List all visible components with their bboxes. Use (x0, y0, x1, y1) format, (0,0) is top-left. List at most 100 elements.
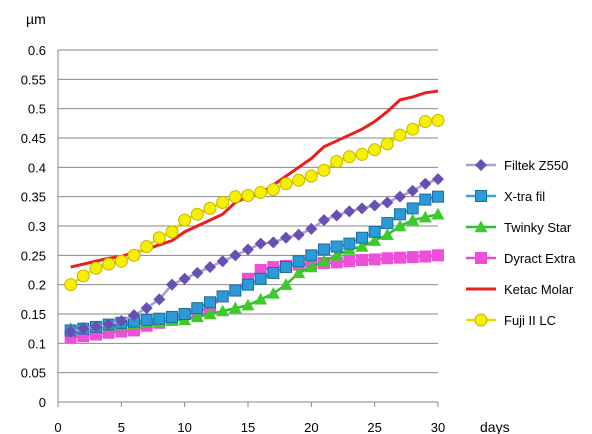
data-point (317, 163, 331, 177)
data-point (292, 266, 306, 279)
data-point (304, 260, 318, 273)
data-point (191, 302, 204, 315)
legend-label: Ketac Molar (504, 282, 574, 297)
data-point (419, 193, 432, 206)
data-point (394, 251, 406, 264)
data-point (380, 137, 394, 151)
data-point (419, 177, 432, 190)
x-tick-label: 15 (241, 420, 255, 434)
data-point (368, 225, 381, 238)
y-tick-label: 0.6 (28, 43, 46, 58)
data-point (228, 190, 242, 204)
data-point (115, 315, 128, 328)
legend: Filtek Z550 X-tra fil Twinky Star Dyract Ex… (466, 158, 576, 328)
y-tick-label: 0.5 (28, 102, 46, 117)
data-point (393, 219, 407, 232)
data-point (381, 217, 394, 230)
data-point (432, 249, 444, 262)
data-point (330, 240, 343, 253)
legend-swatch-marker (475, 190, 487, 202)
x-tick-label: 0 (54, 420, 61, 434)
y-tick-label: 0.35 (21, 190, 46, 205)
data-point (204, 296, 216, 309)
data-point (242, 243, 254, 256)
y-tick-labels: 0 0.05 0.1 0.15 0.2 0.25 0.3 0.35 0.4 0.45 0.5 0.55… (21, 43, 46, 410)
series-line (70, 89, 439, 269)
data-point (343, 255, 356, 268)
series-layer (64, 89, 445, 344)
data-point (153, 312, 166, 325)
data-point (342, 150, 356, 164)
data-point (191, 266, 204, 279)
data-point (279, 278, 293, 290)
data-point (419, 250, 432, 263)
data-point (280, 231, 292, 244)
data-point (318, 243, 330, 256)
series-ketac-molar (70, 89, 439, 269)
data-point (165, 225, 179, 239)
legend-label: Fuji II LC (504, 313, 556, 328)
legend-swatch-marker (475, 252, 487, 264)
data-point (228, 301, 242, 314)
data-point (330, 154, 344, 168)
data-point (356, 254, 368, 267)
data-point (393, 128, 407, 142)
data-point (216, 196, 230, 210)
data-point (304, 169, 318, 183)
data-point (356, 202, 368, 215)
x-axis-title: days (480, 419, 510, 434)
x-tick-label: 25 (367, 420, 381, 434)
data-point (356, 231, 368, 244)
data-point (406, 122, 420, 136)
data-point (102, 257, 116, 271)
x-tick-label: 20 (304, 420, 318, 434)
data-point (254, 237, 267, 250)
data-point (229, 249, 242, 262)
legend-item-dyract-extra: Dyract Extra (466, 251, 576, 266)
data-point (343, 237, 356, 250)
data-point (394, 190, 406, 203)
data-point (292, 228, 305, 241)
data-point (380, 228, 394, 240)
legend-label: Filtek Z550 (504, 158, 568, 173)
y-tick-label: 0.45 (21, 131, 46, 146)
data-point (178, 213, 192, 227)
data-point (280, 261, 292, 274)
data-point (267, 236, 280, 249)
data-point (432, 190, 444, 203)
data-point (216, 290, 229, 303)
data-point (368, 253, 381, 266)
data-point (305, 249, 318, 262)
data-point (267, 266, 280, 279)
data-point (254, 186, 268, 200)
data-point (127, 248, 141, 262)
data-point (203, 201, 217, 215)
data-point (153, 293, 166, 306)
data-point (204, 261, 216, 274)
data-point (292, 173, 306, 187)
data-point (381, 196, 394, 209)
data-point (432, 173, 444, 186)
data-point (330, 209, 343, 222)
data-point (241, 188, 255, 202)
y-tick-label: 0.2 (28, 278, 46, 293)
data-point (368, 199, 381, 212)
series-line (70, 213, 439, 330)
data-point (292, 255, 305, 268)
legend-label: Dyract Extra (504, 251, 576, 266)
legend-label: X-tra fil (504, 189, 545, 204)
data-point (279, 177, 293, 191)
data-point (241, 298, 255, 311)
legend-item-filtek-z550: Filtek Z550 (466, 158, 568, 173)
series-fuji-ii-lc (64, 113, 445, 292)
data-point (216, 255, 229, 268)
data-point (190, 310, 204, 323)
y-tick-label: 0.1 (28, 336, 46, 351)
y-tick-label: 0.55 (21, 72, 46, 87)
data-point (394, 208, 406, 221)
data-point (343, 205, 356, 218)
legend-swatch-marker (474, 220, 488, 233)
data-point (76, 269, 90, 283)
y-tick-label: 0.4 (28, 160, 46, 175)
